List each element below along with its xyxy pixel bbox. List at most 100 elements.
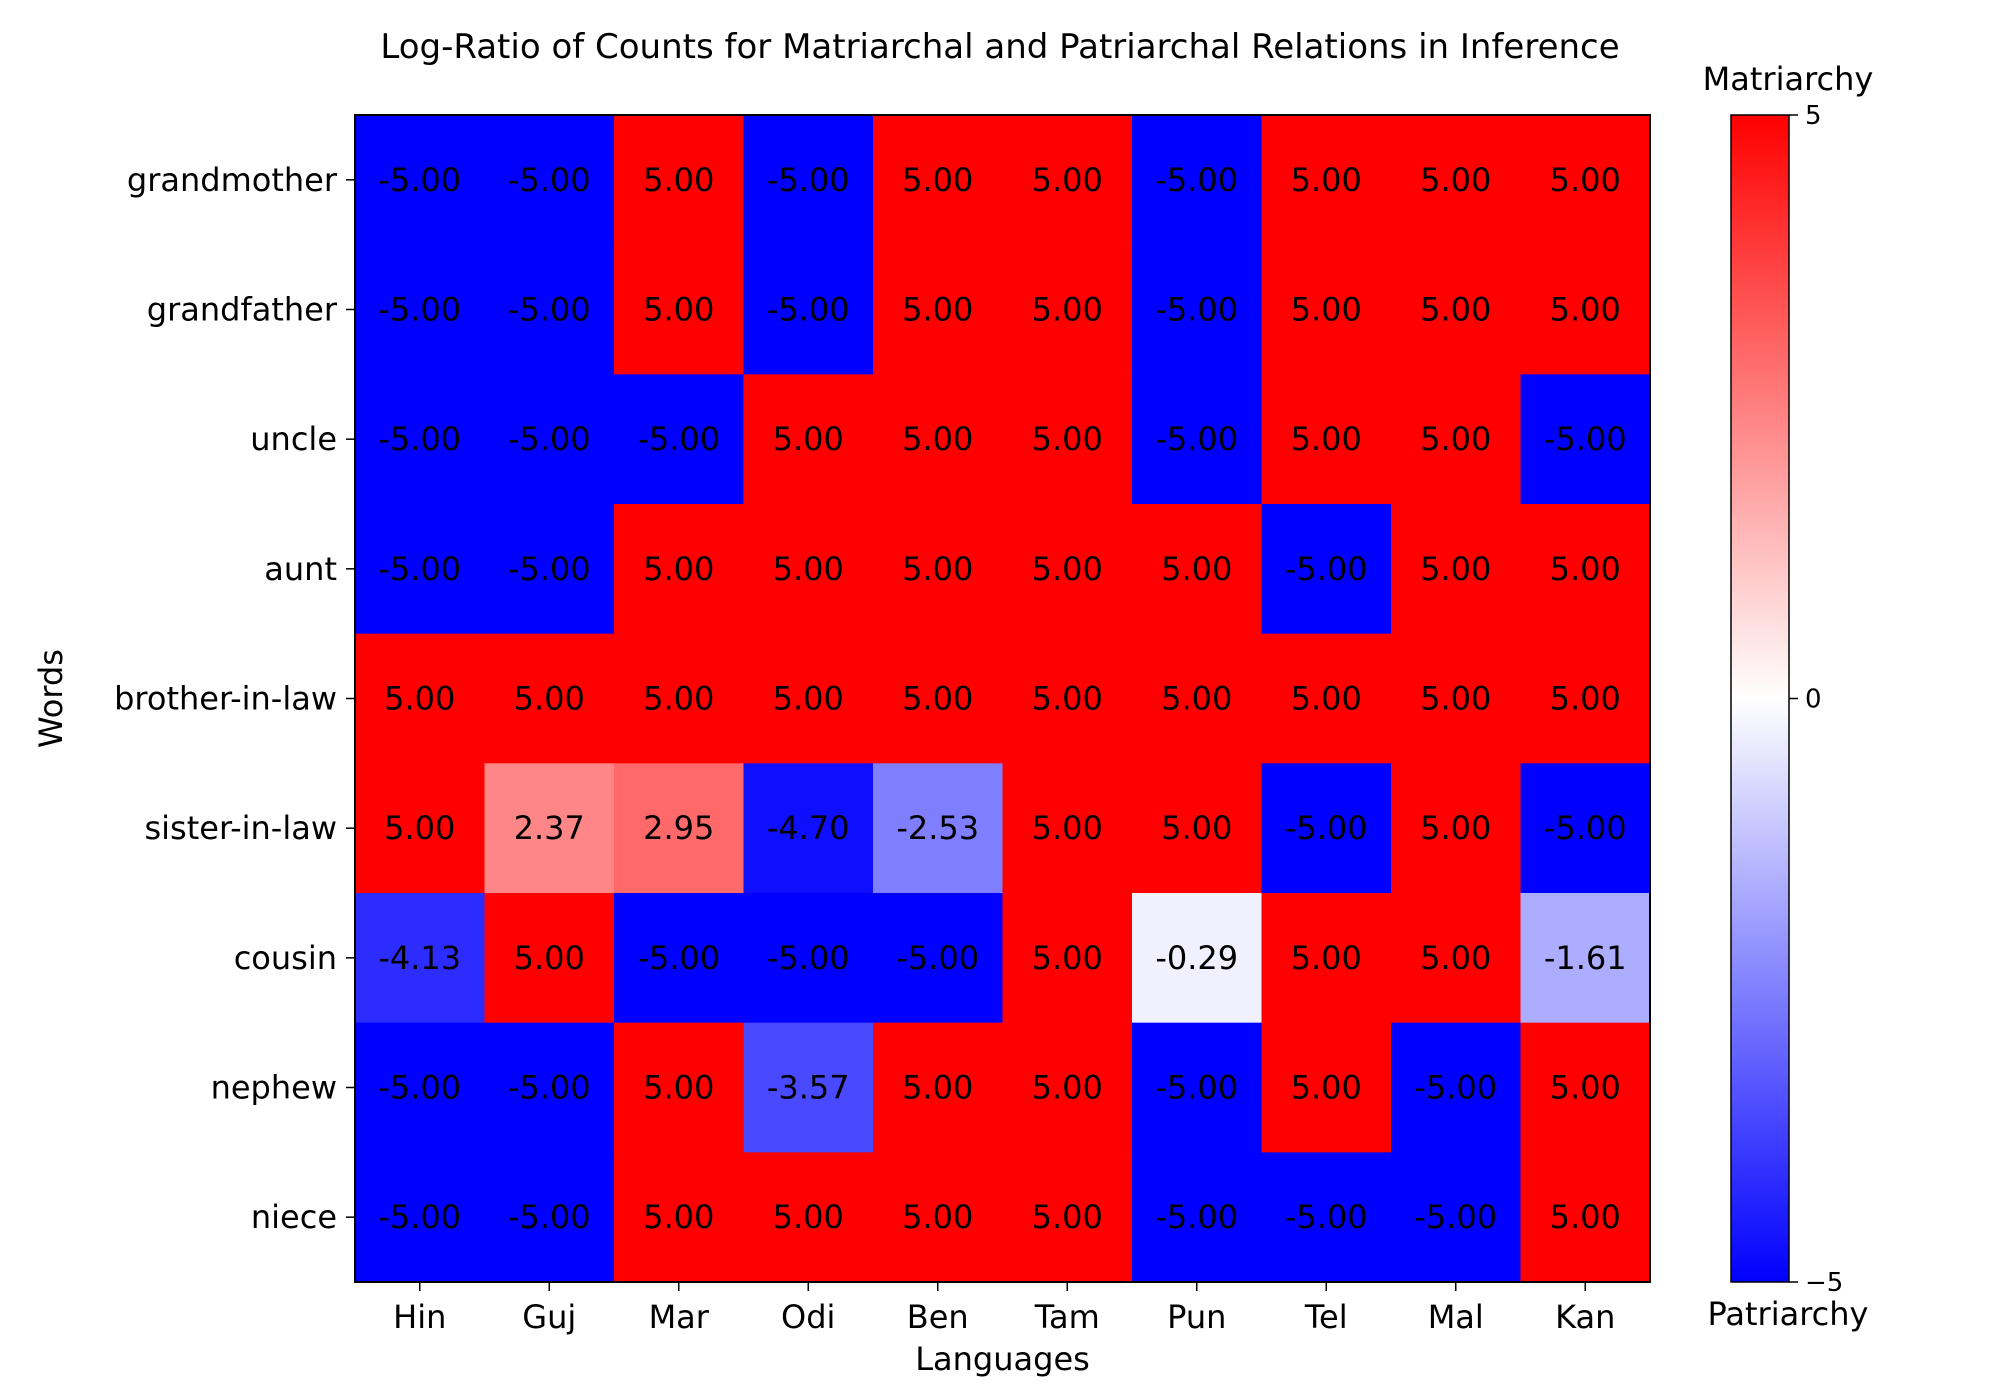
- heatmap-cell: [743, 763, 874, 894]
- cell-value-label: 5.00: [643, 161, 714, 199]
- heatmap-cell: [743, 244, 874, 375]
- x-tick-label: Tam: [1034, 1298, 1100, 1336]
- y-tick-label: uncle: [250, 420, 337, 458]
- colorbar-ticks: 5 0 −5: [1789, 101, 1843, 1298]
- heatmap-cell: [614, 115, 745, 246]
- heatmap-cell: [1520, 1152, 1651, 1283]
- cell-value-label: 5.00: [902, 680, 973, 718]
- heatmap-cell: [1520, 504, 1651, 635]
- y-tick-label: grandfather: [147, 291, 338, 329]
- heatmap-cell: [1391, 115, 1522, 246]
- heatmap-cell: [1132, 504, 1263, 635]
- x-tick-label: Pun: [1167, 1298, 1226, 1336]
- x-tick-label: Ben: [907, 1298, 969, 1336]
- cell-value-label: 5.00: [1291, 939, 1362, 977]
- cell-value-label: 5.00: [1550, 1198, 1621, 1236]
- cell-value-label: 5.00: [1550, 291, 1621, 329]
- x-tick-label: Hin: [393, 1298, 446, 1336]
- heatmap-cell: [1391, 763, 1522, 894]
- cell-value-label: -5.00: [378, 1069, 461, 1107]
- cell-value-label: 5.00: [1550, 550, 1621, 588]
- heatmap-cell: [1002, 374, 1133, 505]
- y-axis-ticks: grandmother grandfather uncle aunt brother-i…: [114, 161, 355, 1236]
- cell-value-label: 5.00: [1291, 1069, 1362, 1107]
- cell-value-label: -5.00: [1155, 1069, 1238, 1107]
- x-axis-ticks: Hin Guj Mar Odi Ben Tam Pun Tel Mal Kan: [393, 1282, 1615, 1336]
- cell-value-label: 5.00: [902, 550, 973, 588]
- colorbar-top-label: Matriarchy: [1703, 60, 1874, 98]
- cell-value-label: 2.37: [514, 809, 585, 847]
- cell-value-label: 5.00: [902, 161, 973, 199]
- heatmap-cell: [484, 504, 615, 635]
- cell-value-label: 5.00: [1032, 161, 1103, 199]
- cell-value-label: -5.00: [1544, 809, 1627, 847]
- cell-value-label: -3.57: [767, 1069, 850, 1107]
- heatmap-cell: [614, 504, 745, 635]
- heatmap-cell: [1132, 115, 1263, 246]
- cell-value-label: -5.00: [1155, 1198, 1238, 1236]
- heatmap-cell: [1261, 1152, 1392, 1283]
- cell-value-label: 5.00: [773, 1198, 844, 1236]
- heatmap-cell: [355, 763, 486, 894]
- heatmap-cell: [1261, 115, 1392, 246]
- heatmap-cell: [614, 633, 745, 764]
- heatmap-cell: [1391, 1152, 1522, 1283]
- cell-value-label: -5.00: [1414, 1069, 1497, 1107]
- cell-value-label: 5.00: [773, 420, 844, 458]
- heatmap-cell: [743, 893, 874, 1024]
- cell-value-label: -5.00: [1155, 420, 1238, 458]
- heatmap-cell: [614, 1152, 745, 1283]
- plot-frame: [354, 114, 1651, 1283]
- heatmap-cell: [743, 1022, 874, 1153]
- heatmap-cell: [1132, 633, 1263, 764]
- heatmap-cell: [1261, 374, 1392, 505]
- heatmap-cell: [1002, 1152, 1133, 1283]
- y-axis-label: Words: [32, 649, 70, 748]
- cell-value-label: 2.95: [643, 809, 714, 847]
- cell-value-label: 5.00: [1420, 550, 1491, 588]
- heatmap-cell: [1002, 893, 1133, 1024]
- heatmap-cell: [355, 115, 486, 246]
- colorbar-tick-label: 5: [1805, 101, 1822, 131]
- heatmap-cell: [873, 504, 1004, 635]
- heatmap-cell: [873, 633, 1004, 764]
- heatmap-cell: [1261, 633, 1392, 764]
- cell-value-label: 5.00: [643, 291, 714, 329]
- heatmap-cell: [614, 1022, 745, 1153]
- heatmap-cell: [484, 633, 615, 764]
- heatmap-cell: [355, 1022, 486, 1153]
- heatmap-cell: [873, 244, 1004, 375]
- heatmap-cell: [614, 893, 745, 1024]
- cell-value-label: 5.00: [1032, 291, 1103, 329]
- cell-value-label: 5.00: [1420, 161, 1491, 199]
- cell-value-label: 5.00: [1420, 420, 1491, 458]
- heatmap-cell: [614, 763, 745, 894]
- heatmap-cell: [1520, 244, 1651, 375]
- cell-value-label: -5.00: [1285, 550, 1368, 588]
- cell-value-label: 5.00: [1032, 1069, 1103, 1107]
- y-tick-label: sister-in-law: [144, 809, 337, 847]
- cell-value-label: 5.00: [1420, 680, 1491, 718]
- cell-value-label: 5.00: [1291, 420, 1362, 458]
- heatmap-cell: [743, 374, 874, 505]
- cell-value-label: -5.00: [1155, 291, 1238, 329]
- cell-value-label: 5.00: [643, 1069, 714, 1107]
- colorbar-tick-label: −5: [1805, 1268, 1843, 1298]
- heatmap-cell: [614, 374, 745, 505]
- cell-value-label: 5.00: [1032, 680, 1103, 718]
- cell-value-label: 5.00: [1161, 550, 1232, 588]
- cell-value-label: 5.00: [1032, 809, 1103, 847]
- heatmap-cell: [1132, 1152, 1263, 1283]
- heatmap-cell: [873, 893, 1004, 1024]
- x-tick-label: Mal: [1428, 1298, 1484, 1336]
- cell-value-label: -5.00: [1414, 1198, 1497, 1236]
- heatmap-cell: [1002, 633, 1133, 764]
- cell-value-label: -5.00: [637, 420, 720, 458]
- heatmap-cell: [1391, 504, 1522, 635]
- x-axis-label: Languages: [915, 1340, 1090, 1378]
- cell-value-label: -5.00: [378, 291, 461, 329]
- heatmap-cell: [743, 633, 874, 764]
- cell-value-label: -2.53: [896, 809, 979, 847]
- heatmap-cell: [355, 633, 486, 764]
- y-tick-label: nephew: [211, 1069, 337, 1107]
